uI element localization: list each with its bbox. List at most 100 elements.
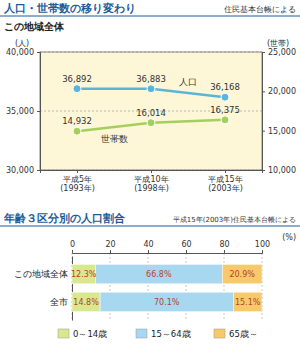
data-label: 36,892 — [62, 74, 92, 84]
series-label: 人口 — [179, 77, 197, 87]
y2-axis-tick-mark — [262, 91, 265, 92]
x-axis-tick: 100 — [255, 240, 270, 253]
legend-item: 65歳～ — [214, 329, 258, 339]
x-axis-tick-label-line: 平成10年 — [134, 175, 168, 184]
chart-title: 年齢３区分別の人口割合 — [3, 212, 126, 225]
bar-segment — [233, 292, 262, 311]
y-axis-tick-label: この地域全体 — [14, 269, 68, 279]
x-axis-tick-mark — [77, 170, 78, 173]
x-axis-tick-mark — [110, 250, 111, 253]
y-axis-tick-mark — [37, 111, 40, 112]
x-axis-tick-label-line: (2003年) — [208, 184, 243, 193]
plot-labels: 12.3% 66.8% 20.9% 14.8% 70.1% 15.1% — [71, 270, 261, 307]
legend-item: 0～14歳 — [58, 329, 107, 339]
y2-axis-tick-label: 25,000 — [268, 48, 296, 57]
series-label: 世帯数 — [101, 134, 128, 144]
legend-label: 65歳～ — [229, 329, 258, 339]
y-axis-title: (人) — [15, 39, 29, 48]
x-axis-tick-mark — [262, 250, 263, 253]
x-axis-line — [41, 171, 263, 174]
x-axis-tick-label: 60 — [181, 240, 191, 249]
data-label: 66.8% — [146, 270, 172, 279]
chart-subtitle: この地域全体 — [4, 21, 65, 32]
y-axis-line — [37, 53, 41, 171]
bar-segment — [100, 292, 233, 311]
data-label: 36,168 — [210, 82, 240, 92]
bar-segment — [72, 292, 100, 311]
y-axis-tick: 40,000 — [6, 48, 40, 57]
title-rule — [0, 16, 300, 17]
x-axis-tick-label: 100 — [255, 240, 270, 249]
series-marker — [73, 85, 81, 93]
chart-source: 平成15年(2003年)住民基本台帳による — [173, 216, 296, 224]
data-label: 20.9% — [229, 270, 255, 279]
data-label: 70.1% — [154, 298, 180, 307]
y-axis-tick-mark — [37, 170, 40, 171]
y-axis-tick-label: 30,000 — [6, 166, 34, 175]
legend: 0～14歳 15～64歳 65歳～ — [58, 329, 258, 339]
x-axis-tick-mark — [148, 250, 149, 253]
x-axis-tick-label-line: 平成5年 — [63, 175, 92, 184]
bar-segment — [222, 264, 262, 283]
x-axis-tick-label-line: (1993年) — [60, 184, 95, 193]
y-axis-tick-label: 40,000 — [6, 48, 34, 57]
data-label: 12.3% — [71, 270, 97, 279]
data-label: 14.8% — [73, 298, 99, 307]
x-axis-tick-label: 80 — [219, 240, 229, 249]
x-axis-tick: 平成15年(2003年) — [208, 170, 243, 193]
x-axis-tick-mark — [225, 170, 226, 173]
x-axis-tick-mark — [72, 250, 73, 253]
y2-axis-tick-mark — [262, 131, 265, 132]
series-marker — [73, 127, 81, 135]
line-chart: 人口・世帯数の移り変わり 住民基本台帳によるこの地域全体 (人) (世帯) 30,000… — [0, 2, 300, 193]
grid — [40, 52, 262, 170]
x-axis-title: (%) — [282, 233, 296, 242]
x-axis-tick-label-line: (1998年) — [134, 184, 169, 193]
y2-axis-title: (世帯) — [267, 39, 289, 48]
y2-axis-tick-label: 10,000 — [268, 166, 296, 175]
x-axis-tick-label: 0 — [70, 240, 75, 249]
x-axis: 平成5年(1993年) 平成10年(1998年) 平成15年(2003年) — [41, 170, 263, 193]
bar-segment — [95, 264, 222, 283]
data-label: 15.1% — [235, 298, 261, 307]
chart-root: 人口・世帯数の移り変わり 住民基本台帳によるこの地域全体 (人) (世帯) 30,000… — [0, 0, 300, 351]
y2-axis-tick-label: 15,000 — [268, 127, 296, 136]
chart-source: 住民基本台帳による — [224, 5, 296, 14]
x-axis-tick: 0 — [70, 240, 75, 253]
data-label: 36,883 — [136, 74, 166, 84]
y2-axis-tick-label: 20,000 — [268, 87, 296, 96]
bar-chart: 年齢３区分別の人口割合平成15年(2003年)住民基本台帳による(%)02040… — [0, 212, 300, 339]
x-axis-tick-label: 平成15年(2003年) — [208, 175, 243, 193]
y2-axis: 10,000 15,000 20,000 25,000 — [262, 48, 296, 175]
series-marker — [221, 93, 229, 101]
y2-axis-tick: 25,000 — [262, 48, 296, 57]
y-axis-tick-mark — [37, 52, 40, 53]
y-axis-tick: 30,000 — [6, 166, 40, 175]
plot-marks — [73, 85, 229, 136]
x-axis-tick: 平成5年(1993年) — [60, 170, 95, 193]
y-axis-tick: この地域全体 — [14, 269, 72, 279]
y-axis-tick: 35,000 — [6, 107, 40, 116]
legend-label: 15～64歳 — [151, 329, 191, 339]
x-axis-tick-mark — [224, 250, 225, 253]
x-axis-tick-label: 平成10年(1998年) — [134, 175, 169, 193]
y-axis: 30,000 35,000 40,000 — [6, 48, 41, 175]
y2-axis-tick: 10,000 — [262, 166, 296, 175]
y2-axis-line — [263, 53, 266, 171]
legend-item: 15～64歳 — [136, 329, 191, 339]
series-marker — [147, 119, 155, 127]
chart-title: 人口・世帯数の移り変わり — [3, 2, 136, 15]
legend-swatch — [136, 329, 147, 338]
plot-labels: 36,89236,88336,168人口14,93216,01416,375世帯… — [62, 74, 240, 144]
x-axis-tick-label-line: 平成15年 — [208, 175, 242, 184]
legend-label: 0～14歳 — [73, 329, 107, 339]
chart-svg: 人口・世帯数の移り変わり 住民基本台帳によるこの地域全体 (人) (世帯) 30,000… — [0, 0, 300, 351]
x-axis-line — [73, 250, 263, 254]
legend-swatch — [58, 329, 69, 338]
y-axis-tick: 全市 — [50, 297, 72, 307]
x-axis: 020406080100 — [70, 240, 270, 254]
x-axis-tick-label: 40 — [143, 240, 153, 249]
y-axis: この地域全体全市 — [14, 257, 73, 321]
x-axis-tick-mark — [186, 250, 187, 253]
y2-axis-tick: 15,000 — [262, 127, 296, 136]
